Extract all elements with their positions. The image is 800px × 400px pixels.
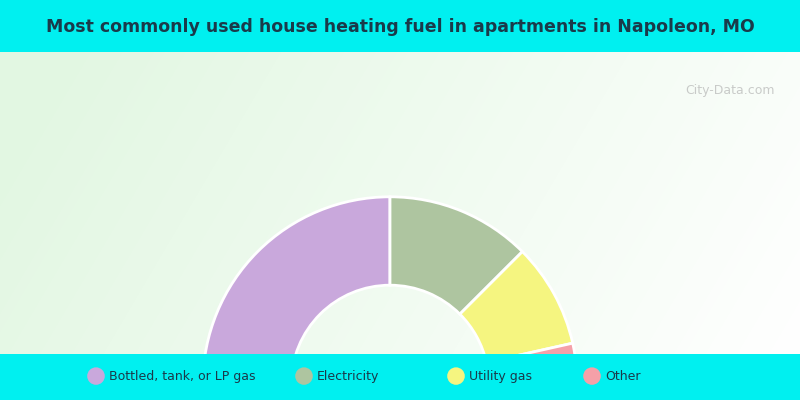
- Text: Most commonly used house heating fuel in apartments in Napoleon, MO: Most commonly used house heating fuel in…: [46, 18, 754, 36]
- Text: City-Data.com: City-Data.com: [685, 84, 774, 97]
- Text: Other: Other: [605, 370, 640, 382]
- Wedge shape: [460, 252, 573, 362]
- Wedge shape: [390, 197, 522, 314]
- Ellipse shape: [87, 367, 105, 385]
- Wedge shape: [203, 197, 390, 384]
- Ellipse shape: [295, 367, 313, 385]
- Ellipse shape: [447, 367, 465, 385]
- Text: Electricity: Electricity: [317, 370, 379, 382]
- Text: Utility gas: Utility gas: [469, 370, 532, 382]
- Ellipse shape: [583, 367, 601, 385]
- Wedge shape: [486, 343, 578, 384]
- Text: Bottled, tank, or LP gas: Bottled, tank, or LP gas: [109, 370, 255, 382]
